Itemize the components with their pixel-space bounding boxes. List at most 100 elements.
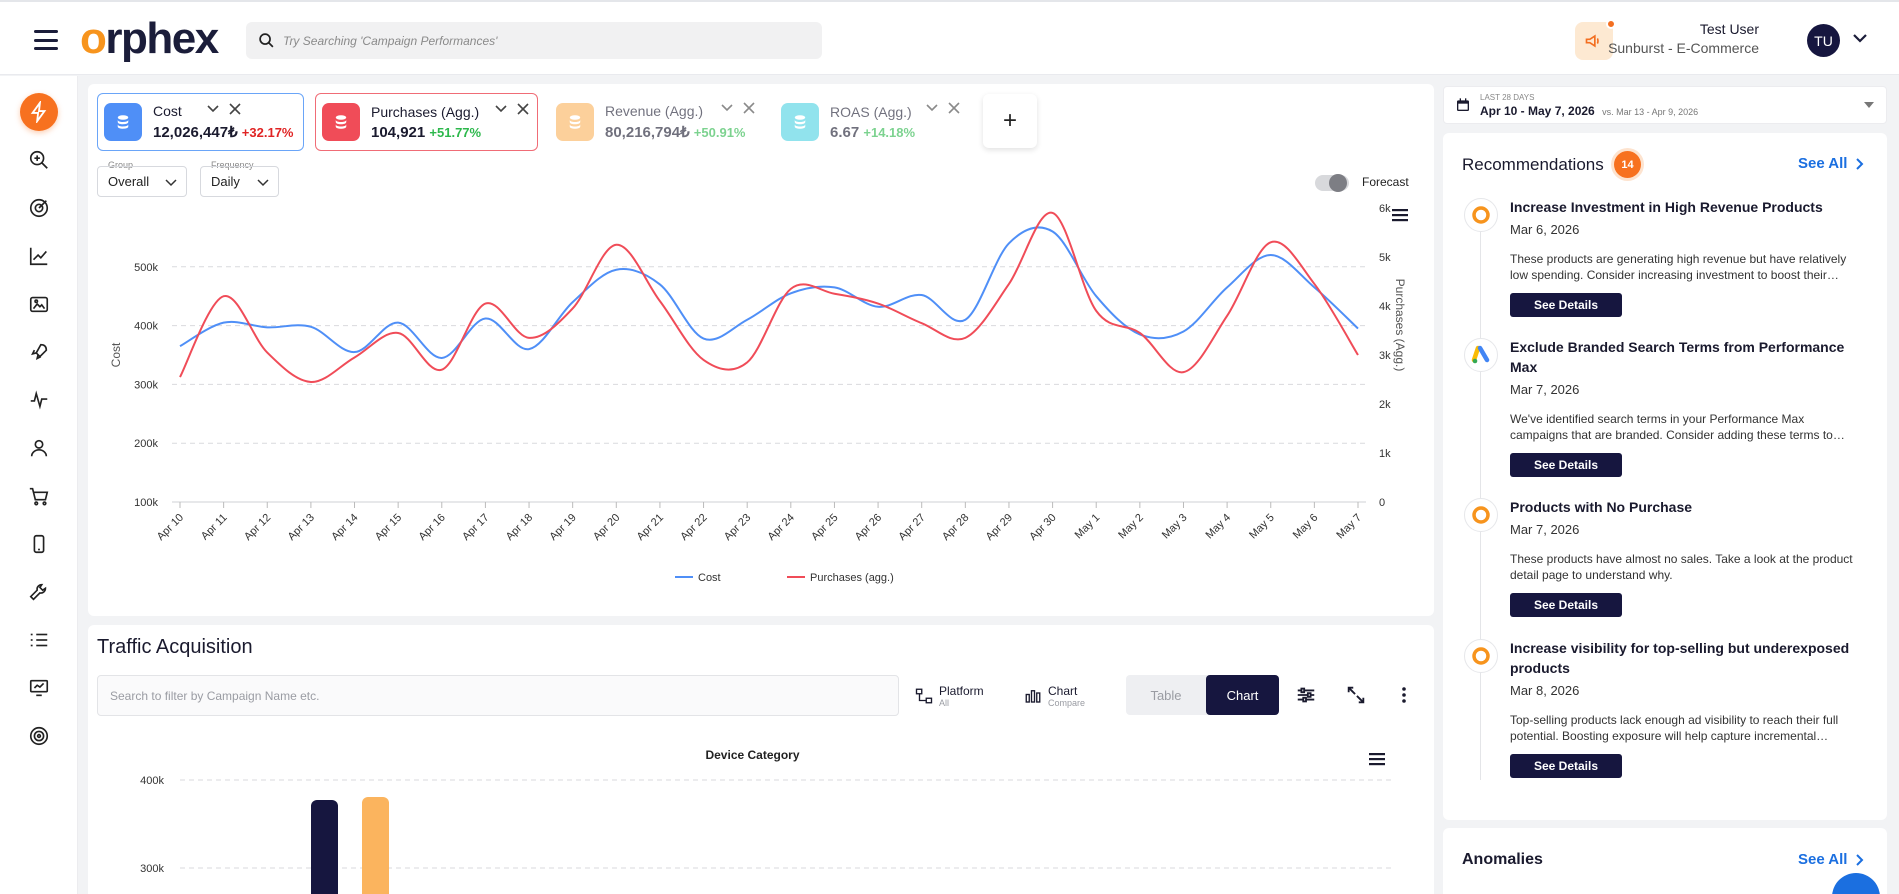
sidebar-item-creatives[interactable] — [20, 285, 58, 323]
sidebar-item-reports[interactable] — [20, 669, 58, 707]
data-point — [1352, 349, 1364, 361]
y-tick-label: 300k — [134, 379, 158, 391]
chevron-down-icon[interactable] — [925, 101, 939, 115]
metric-card-roas[interactable]: ROAS (Agg.) 6.67 +14.18% — [775, 93, 965, 151]
coins-icon — [104, 103, 142, 141]
sidebar-item-trends[interactable] — [20, 237, 58, 275]
add-metric-button[interactable]: + — [983, 94, 1037, 148]
anomalies-card — [1443, 828, 1887, 894]
see-details-button[interactable]: See Details — [1510, 593, 1622, 617]
recommendation-item: Increase visibility for top-selling but … — [1510, 638, 1870, 778]
see-all-label: See All — [1798, 155, 1848, 172]
orphex-logo-icon — [1464, 198, 1498, 232]
top-bar: orphex Test User Sunburst - E-Commerce T… — [0, 0, 1899, 75]
pulse-icon — [30, 390, 48, 410]
data-point — [1308, 278, 1320, 290]
x-tick-label: Apr 10 — [155, 512, 186, 543]
chart-compare-button[interactable]: Chart Compare — [1024, 676, 1085, 716]
logo[interactable]: orphex — [80, 14, 219, 63]
chart-menu-icon[interactable] — [1392, 209, 1408, 222]
data-point — [1265, 236, 1277, 248]
metric-name: Cost — [153, 103, 182, 119]
x-tick-label: Apr 21 — [635, 512, 666, 543]
menu-icon[interactable] — [34, 30, 58, 50]
expand-icon[interactable] — [1345, 684, 1367, 706]
metric-name: ROAS (Agg.) — [830, 103, 912, 120]
data-point — [1221, 310, 1233, 322]
tab-chart[interactable]: Chart — [1206, 675, 1279, 715]
data-point — [1134, 327, 1146, 339]
close-icon[interactable] — [228, 102, 242, 116]
search-bar[interactable] — [246, 22, 822, 59]
data-point — [1003, 278, 1015, 290]
campaign-filter-input[interactable] — [97, 675, 899, 716]
metric-name: Purchases (Agg.) — [371, 103, 480, 120]
x-tick-label: May 7 — [1334, 512, 1364, 542]
chevron-down-icon[interactable] — [494, 102, 508, 116]
sidebar-item-apps[interactable] — [20, 525, 58, 563]
metric-card-cost[interactable]: Cost 12,026,447₺ +32.17% — [97, 93, 304, 151]
sidebar-item-goals[interactable] — [20, 717, 58, 755]
metric-value: 104,921 — [371, 123, 426, 141]
recommendation-title[interactable]: Increase Investment in High Revenue Prod… — [1510, 199, 1823, 215]
y2-tick-label: 1k — [1379, 448, 1391, 460]
sidebar-item-tools[interactable] — [20, 573, 58, 611]
image-folder-icon — [29, 296, 49, 313]
recommendations-see-all-link[interactable]: See All — [1798, 155, 1864, 172]
chart-menu-icon[interactable] — [1368, 751, 1386, 767]
close-icon[interactable] — [516, 102, 530, 116]
x-tick-label: Apr 27 — [896, 512, 927, 543]
mobile-icon — [33, 534, 45, 554]
sidebar-item-ecommerce[interactable] — [20, 477, 58, 515]
group-select[interactable]: Overall — [97, 166, 187, 197]
metric-card-purchases[interactable]: Purchases (Agg.) 104,921 +51.77% — [315, 93, 538, 151]
sidebar-item-audience[interactable] — [20, 429, 58, 467]
more-options-icon[interactable] — [1394, 684, 1414, 706]
sidebar-item-signals[interactable] — [20, 381, 58, 419]
recommendation-title[interactable]: Increase visibility for top-selling but … — [1510, 640, 1850, 676]
bar-series-a[interactable] — [311, 800, 338, 894]
metric-card-revenue[interactable]: Revenue (Agg.) 80,216,794₺ +50.91% — [550, 93, 760, 151]
y-tick-label: 100k — [134, 497, 158, 509]
date-range-picker[interactable]: LAST 28 DAYS Apr 10 - May 7, 2026 vs. Ma… — [1443, 86, 1887, 124]
sidebar-item-lists[interactable] — [20, 621, 58, 659]
avatar[interactable]: TU — [1807, 24, 1840, 57]
data-point — [218, 290, 230, 302]
recommendation-title[interactable]: Products with No Purchase — [1510, 499, 1693, 515]
x-tick-label: Apr 26 — [853, 512, 884, 543]
recommendation-title[interactable]: Exclude Branded Search Terms from Perfor… — [1510, 339, 1845, 375]
sidebar-item-targets[interactable] — [20, 189, 58, 227]
anomalies-see-all-link[interactable]: See All — [1798, 851, 1864, 868]
platform-button[interactable]: Platform All — [915, 676, 984, 716]
chat-button[interactable] — [1832, 873, 1880, 894]
data-point — [741, 356, 753, 368]
see-details-button[interactable]: See Details — [1510, 453, 1622, 477]
search-icon — [259, 33, 274, 48]
frequency-select[interactable]: Daily — [200, 166, 279, 197]
sidebar — [0, 76, 78, 894]
data-point — [1090, 290, 1102, 302]
announcement-button[interactable] — [1575, 19, 1616, 60]
chevron-down-icon[interactable] — [720, 101, 734, 115]
forecast-toggle[interactable] — [1315, 174, 1349, 192]
chevron-down-icon[interactable] — [1852, 32, 1868, 44]
sidebar-item-launch[interactable] — [20, 333, 58, 371]
see-details-button[interactable]: See Details — [1510, 754, 1622, 778]
data-point — [1090, 305, 1102, 317]
see-details-button[interactable]: See Details — [1510, 293, 1622, 317]
close-icon[interactable] — [742, 101, 756, 115]
search-input[interactable] — [283, 33, 803, 48]
close-icon[interactable] — [947, 101, 961, 115]
recommendation-date: Mar 8, 2026 — [1510, 683, 1580, 698]
data-point — [174, 340, 186, 352]
x-tick-label: May 5 — [1247, 512, 1277, 542]
sidebar-item-dashboard[interactable] — [20, 93, 58, 131]
user-info[interactable]: Test User Sunburst - E-Commerce — [1608, 21, 1759, 56]
user-company: Sunburst - E-Commerce — [1608, 40, 1759, 56]
sliders-icon[interactable] — [1295, 684, 1317, 706]
bar-series-b[interactable] — [362, 797, 389, 894]
sidebar-item-search[interactable] — [20, 141, 58, 179]
tab-table[interactable]: Table — [1150, 687, 1182, 703]
chevron-down-icon[interactable] — [206, 102, 220, 116]
chart-sub: Compare — [1048, 698, 1086, 708]
